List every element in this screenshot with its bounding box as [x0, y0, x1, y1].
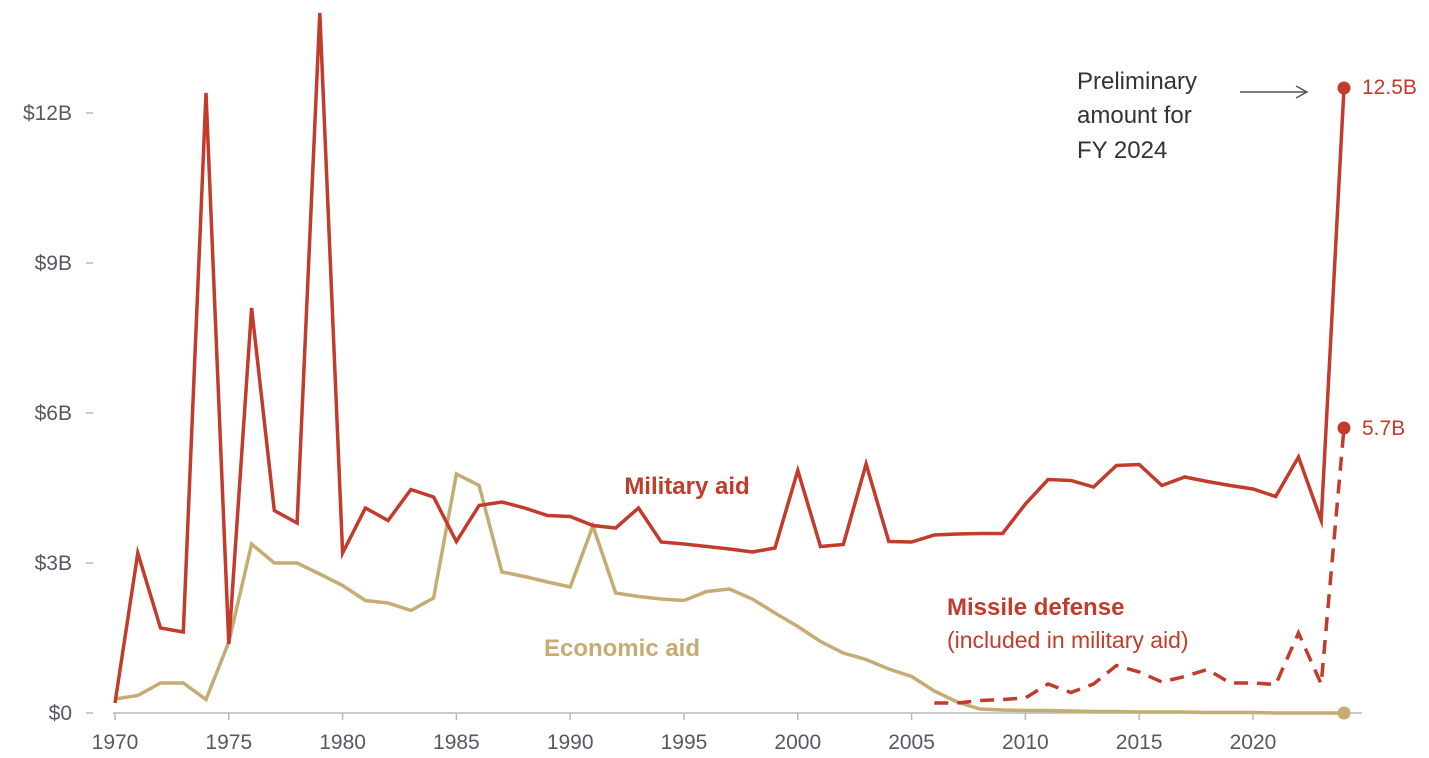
x-tick-label: 1985: [433, 731, 480, 754]
missile-defense-sublabel: (included in military aid): [947, 627, 1189, 653]
x-tick-label: 1970: [92, 731, 139, 754]
series-layer: [113, 12, 1346, 715]
x-axis: 1970 1975 1980 1985 1990 1995 2000 2005 2010 2015…: [92, 712, 1362, 754]
y-tick-label: $9B: [35, 252, 72, 275]
economic-end-point: [1337, 706, 1351, 720]
preliminary-note-line-1: Preliminary: [1077, 68, 1197, 95]
x-tick-label: 2020: [1230, 731, 1277, 754]
military-aid-label: Military aid: [624, 473, 749, 500]
x-tick-label: 1975: [205, 731, 252, 754]
x-tick-label: 1980: [319, 731, 366, 754]
missile-end-point: [1337, 421, 1351, 435]
military-end-point: [1337, 81, 1351, 95]
preliminary-note: Preliminary amount for FY 2024: [1077, 68, 1309, 164]
economic-line: [114, 471, 1344, 715]
military-line: [113, 12, 1346, 704]
missile-end-label: 5.7B: [1362, 417, 1405, 440]
missile-line: [934, 427, 1346, 705]
preliminary-note-line-3: FY 2024: [1077, 137, 1167, 164]
x-tick-label: 2005: [888, 731, 935, 754]
x-tick-label: 2000: [774, 731, 821, 754]
military-end-label: 12.5B: [1362, 76, 1417, 99]
x-tick-label: 1990: [547, 731, 594, 754]
y-tick-label: $12B: [23, 102, 72, 125]
missile-defense-label: Missile defense: [947, 594, 1124, 621]
x-tick-label: 2010: [1002, 731, 1049, 754]
x-tick-label: 1995: [661, 731, 708, 754]
point-layer: [1337, 81, 1351, 720]
y-axis: $0 $3B $6B $9B $12B: [23, 102, 93, 725]
y-tick-label: $6B: [35, 402, 72, 425]
note-arrow-head: [1295, 85, 1309, 99]
y-tick-label: $0: [49, 702, 72, 725]
economic-aid-label: Economic aid: [544, 635, 700, 662]
preliminary-note-line-2: amount for: [1077, 102, 1192, 129]
x-tick-label: 2015: [1116, 731, 1163, 754]
y-tick-label: $3B: [35, 552, 72, 575]
